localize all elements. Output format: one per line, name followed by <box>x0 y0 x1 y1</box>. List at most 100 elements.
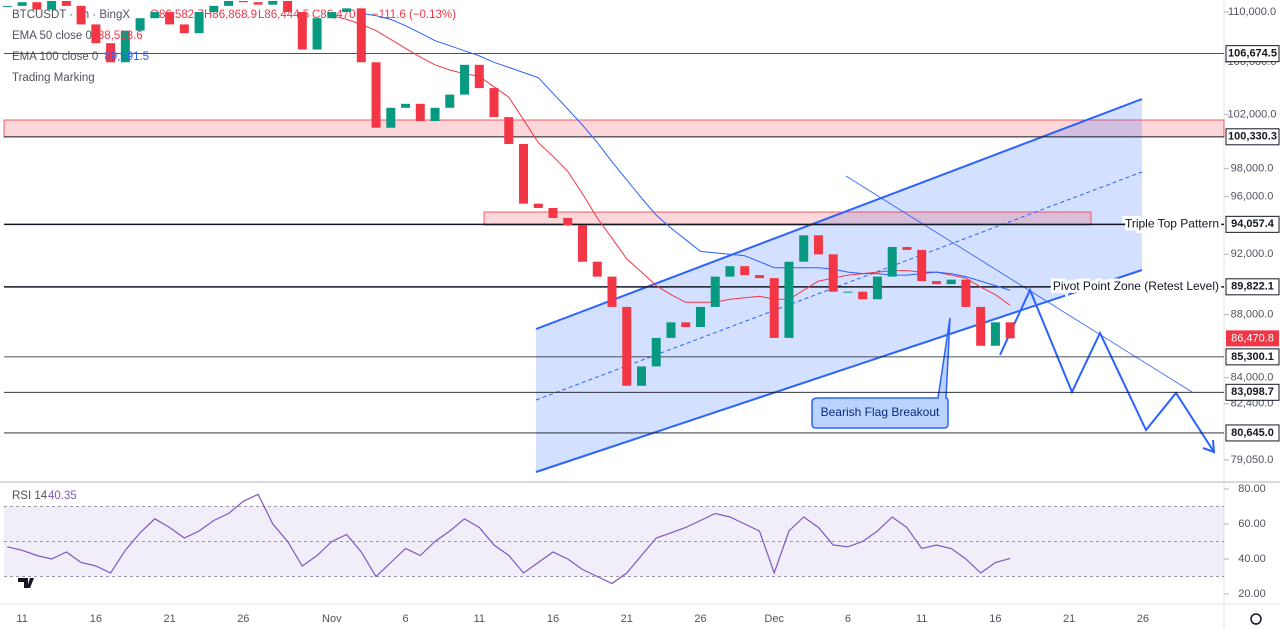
level-label-box <box>1225 278 1280 296</box>
settings-icon[interactable] <box>1250 613 1262 625</box>
candle <box>622 306 632 386</box>
y-tick-label: 60.00 <box>1238 518 1266 530</box>
candle <box>666 322 676 338</box>
candle <box>135 18 145 31</box>
x-tick-label: 21 <box>1063 613 1075 625</box>
level-note: Pivot Point Zone (Retest Level) <box>1053 279 1219 293</box>
y-tick-label: 96,000.0 <box>1231 191 1274 203</box>
drawings <box>3 98 1225 473</box>
legend-name: EMA 50 close 0 <box>12 30 92 42</box>
candle <box>445 94 455 108</box>
y-tick-label: 88,000.0 <box>1231 309 1274 321</box>
y-tick-label: 102,000.0 <box>1228 108 1277 120</box>
x-tick-label: 11 <box>474 613 485 625</box>
channel-bottom <box>535 269 1143 473</box>
candle <box>533 203 543 208</box>
candle <box>740 266 750 276</box>
candle <box>489 88 499 118</box>
price-label: 86,470.8 <box>1231 332 1274 344</box>
x-tick-label: 16 <box>989 613 1001 625</box>
rsi-line <box>7 493 1011 585</box>
candle <box>504 117 514 144</box>
level-label: 85,300.1 <box>1231 351 1274 363</box>
candle <box>578 225 588 262</box>
x-tick-label: Dec <box>764 613 784 625</box>
candle <box>754 275 764 279</box>
x-tick-label: 6 <box>402 613 408 625</box>
level-label: 106,674.5 <box>1228 48 1277 60</box>
candle <box>976 306 986 346</box>
candle <box>327 12 337 19</box>
candle <box>725 266 735 277</box>
candle <box>828 254 838 292</box>
level-label: 83,098.7 <box>1231 386 1274 398</box>
candle <box>843 291 853 293</box>
rsi-value: 40.35 <box>48 490 77 502</box>
candle <box>209 5 219 13</box>
level-label-box <box>1225 383 1280 401</box>
y-tick-label: 98,000.0 <box>1231 163 1274 175</box>
candle <box>401 103 411 108</box>
x-tick-label: 26 <box>694 613 706 625</box>
candle <box>887 246 897 277</box>
ema-line <box>331 15 1011 306</box>
y-tick-label: 20.00 <box>1238 588 1266 600</box>
candle <box>2 5 12 7</box>
x-tick-label: 26 <box>1137 613 1149 625</box>
candle <box>371 62 381 128</box>
candle <box>813 235 823 255</box>
callout-box <box>811 317 951 429</box>
candle <box>106 43 116 63</box>
candle <box>120 30 130 63</box>
x-tick-label: 11 <box>16 613 27 625</box>
level-label: 89,822.1 <box>1231 281 1274 293</box>
projection-path <box>999 287 1215 453</box>
candle <box>253 2 263 5</box>
level-label: 80,645.0 <box>1231 427 1274 439</box>
candle <box>61 0 71 6</box>
level-label-box <box>1225 215 1280 233</box>
x-tick-label: 16 <box>547 613 559 625</box>
trend-line <box>845 175 1193 393</box>
candle <box>563 217 573 226</box>
x-tick-label: 21 <box>621 613 633 625</box>
candle <box>1005 322 1015 339</box>
rsi-title: RSI 14 <box>12 490 48 502</box>
candle <box>76 5 86 25</box>
candle <box>946 279 956 285</box>
legend-value: 88,598.6 <box>98 30 143 42</box>
x-tick-label: 16 <box>90 613 102 625</box>
candle <box>47 0 57 10</box>
change: −111.6 (−0.13%) <box>372 9 456 21</box>
y-tick-label: 84,000.0 <box>1231 372 1274 384</box>
candle <box>872 276 882 300</box>
candle <box>238 0 248 3</box>
candle <box>695 306 705 327</box>
y-tick-label: 79,050.0 <box>1231 454 1274 466</box>
candle <box>607 276 617 307</box>
arrow-head <box>1202 439 1216 454</box>
resistance-zone <box>3 119 1225 138</box>
candle <box>990 322 1000 346</box>
candle <box>179 24 189 34</box>
high: H86,868.9 <box>204 9 257 21</box>
candle <box>91 24 101 44</box>
candle <box>415 103 425 122</box>
candle <box>194 12 204 34</box>
logo <box>18 578 34 588</box>
level-label-box <box>1225 424 1280 442</box>
candle <box>636 366 646 386</box>
level-label: 100,330.3 <box>1228 131 1277 143</box>
candle <box>799 235 809 262</box>
candle <box>32 2 42 10</box>
x-tick-label: 11 <box>916 613 927 625</box>
legend-name: EMA 100 close 0 <box>12 51 98 63</box>
candle <box>430 107 440 122</box>
candle <box>150 12 160 19</box>
candle <box>858 291 868 300</box>
candle <box>784 261 794 338</box>
callout-text: Bearish Flag Breakout <box>821 405 940 419</box>
candle <box>460 64 470 95</box>
